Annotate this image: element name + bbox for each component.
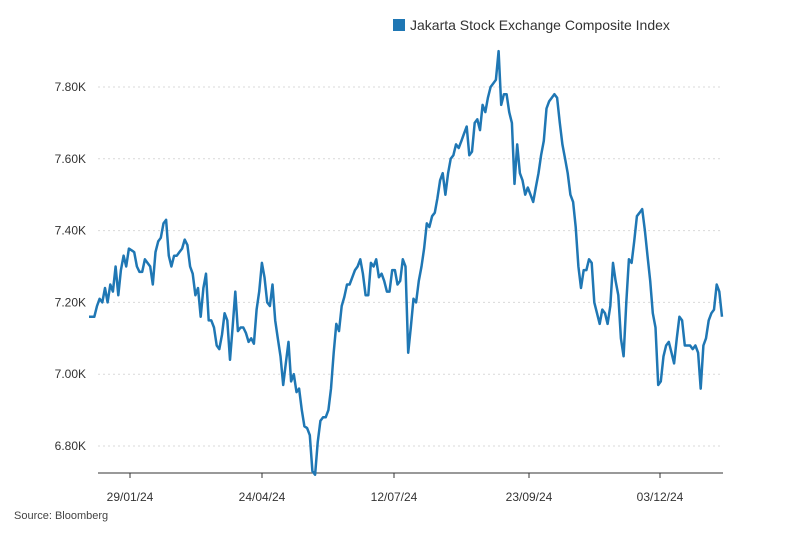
y-axis-tick-labels: 6.80K 7.00K 7.20K 7.40K 7.60K 7.80K — [55, 80, 86, 453]
series-layer — [89, 49, 724, 476]
y-tick-label: 7.40K — [55, 224, 86, 238]
x-axis-ticks: 29/01/24 24/04/24 12/07/24 23/09/24 03/12/24 — [107, 473, 684, 504]
y-tick-label: 7.80K — [55, 80, 86, 94]
x-tick-label: 12/07/24 — [371, 490, 418, 504]
x-tick-label: 03/12/24 — [637, 490, 684, 504]
y-tick-label: 7.20K — [55, 295, 86, 309]
y-tick-label: 7.60K — [55, 152, 86, 166]
legend-label: Jakarta Stock Exchange Composite Index — [410, 17, 670, 33]
x-tick-label: 24/04/24 — [239, 490, 286, 504]
y-tick-label: 6.80K — [55, 439, 86, 453]
legend-swatch — [393, 19, 405, 31]
x-tick-label: 23/09/24 — [506, 490, 553, 504]
x-tick-label: 29/01/24 — [107, 490, 154, 504]
y-tick-label: 7.00K — [55, 367, 86, 381]
source-note: Source: Bloomberg — [14, 510, 109, 522]
series-line — [89, 49, 724, 476]
legend: Jakarta Stock Exchange Composite Index — [393, 17, 670, 33]
